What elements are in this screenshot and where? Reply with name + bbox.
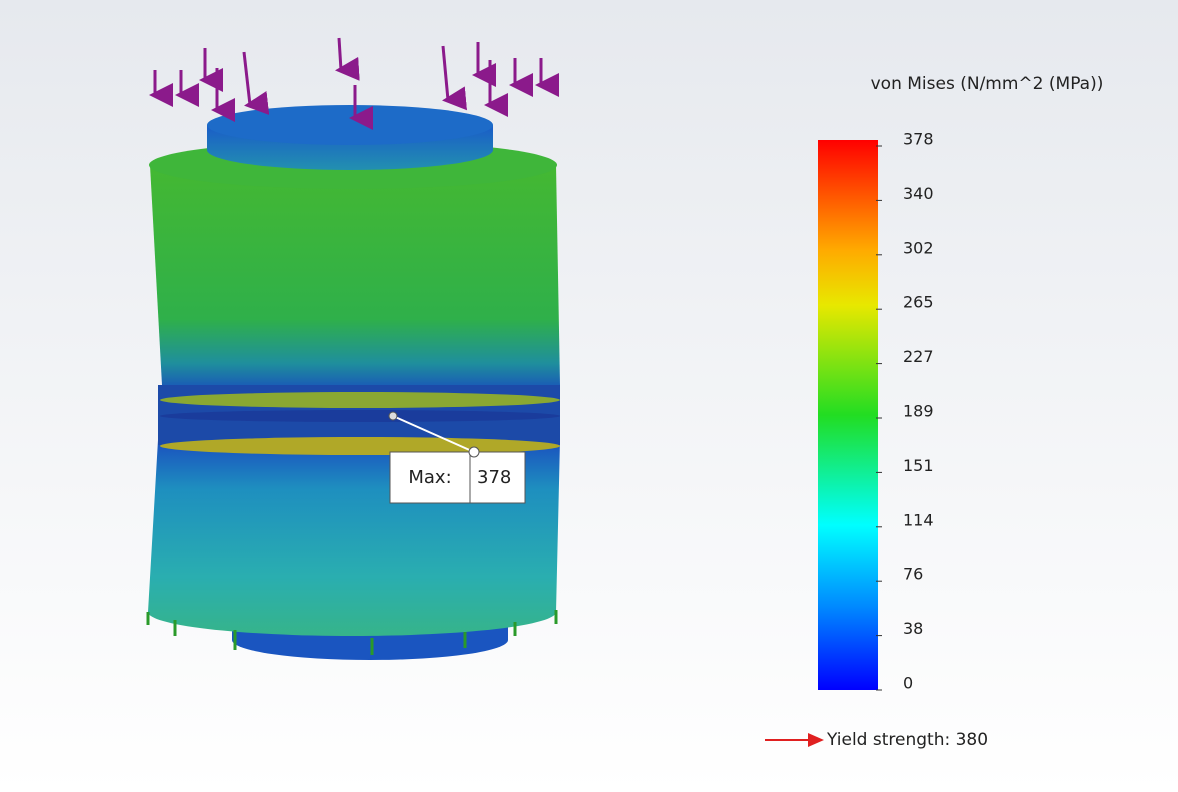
page: {"legend": {"title": "von Mises (N/mm^2 … [0, 0, 1178, 792]
tick-label: 340 [903, 184, 934, 203]
tick-label: 378 [903, 130, 934, 149]
tick-label: 0 [903, 674, 913, 693]
legend-title: von Mises (N/mm^2 (MPa)) [871, 74, 1104, 94]
model [148, 105, 560, 660]
tick-label: 265 [903, 293, 934, 312]
tick-label: 76 [903, 565, 923, 584]
yield-label: Yield strength: 380 [826, 730, 988, 750]
probe-value: 378 [477, 467, 511, 488]
tick-label: 114 [903, 510, 934, 529]
tick-label: 151 [903, 456, 934, 475]
color-scale [818, 140, 878, 690]
tick-label: 38 [903, 619, 923, 638]
tick-label: 302 [903, 238, 934, 257]
probe-label: Max: [408, 467, 451, 488]
viewport: Max: 378 von Mises (N/mm^2 (MPa)) 378 340… [0, 0, 1178, 792]
tick-label: 189 [903, 402, 934, 421]
tick-label: 227 [903, 347, 934, 366]
